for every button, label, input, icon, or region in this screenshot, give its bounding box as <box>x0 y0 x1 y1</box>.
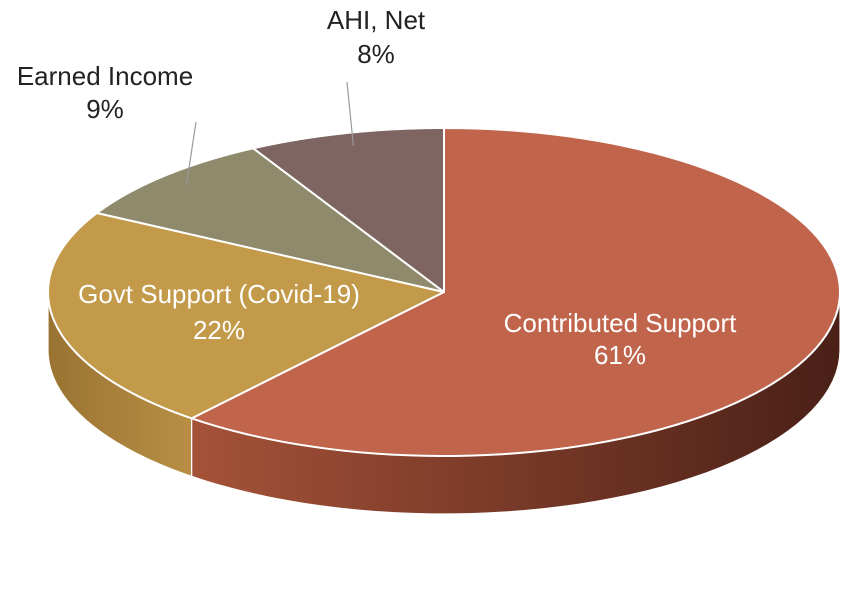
slice-labels: Contributed Support 61% Govt Support (Co… <box>17 5 737 370</box>
slice-value-contributed-support: 61% <box>594 340 646 370</box>
leader-line-ahi-net <box>346 81 354 146</box>
pie-slice-govt-support-covid-19 <box>47 211 445 420</box>
pie-slice-ahi-net <box>252 127 445 293</box>
slice-value-earned-income: 9% <box>86 94 124 124</box>
pie-slice-earned-income <box>95 147 445 293</box>
slice-label-earned-income: Earned Income <box>17 61 193 91</box>
leader-lines <box>185 81 354 186</box>
pie-slice-contributed-support <box>190 127 841 457</box>
slice-label-ahi-net: AHI, Net <box>327 5 426 35</box>
slice-value-ahi-net: 8% <box>357 39 395 69</box>
pie-tops <box>47 127 841 457</box>
slice-value-govt-support: 22% <box>193 315 245 345</box>
slice-label-contributed-support: Contributed Support <box>504 308 737 338</box>
leader-line-earned-income <box>185 121 197 186</box>
slice-label-govt-support: Govt Support (Covid-19) <box>78 279 360 309</box>
